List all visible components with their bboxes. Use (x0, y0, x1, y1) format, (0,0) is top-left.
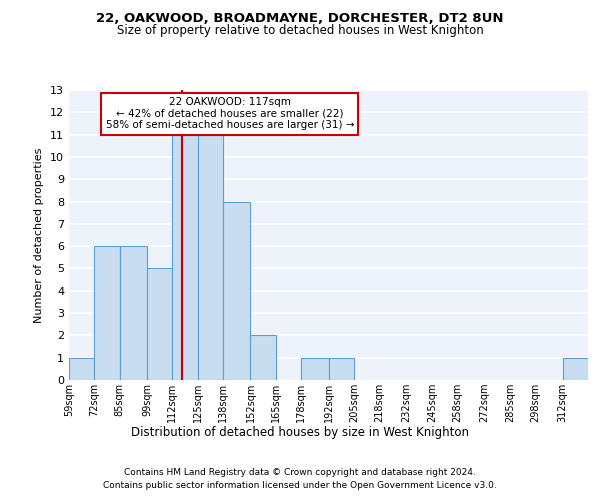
Text: 22 OAKWOOD: 117sqm
← 42% of detached houses are smaller (22)
58% of semi-detache: 22 OAKWOOD: 117sqm ← 42% of detached hou… (106, 97, 354, 130)
Y-axis label: Number of detached properties: Number of detached properties (34, 148, 44, 322)
Text: Size of property relative to detached houses in West Knighton: Size of property relative to detached ho… (116, 24, 484, 37)
Bar (329, 358, 354, 380)
Bar (301, 358, 329, 380)
Bar (563, 358, 588, 380)
Text: Contains HM Land Registry data © Crown copyright and database right 2024.: Contains HM Land Registry data © Crown c… (124, 468, 476, 477)
Bar (172, 134, 198, 380)
Bar (223, 202, 250, 380)
Text: 22, OAKWOOD, BROADMAYNE, DORCHESTER, DT2 8UN: 22, OAKWOOD, BROADMAYNE, DORCHESTER, DT2… (96, 12, 504, 26)
Bar (250, 336, 276, 380)
Bar (94, 246, 120, 380)
Bar (147, 268, 172, 380)
Bar (69, 358, 94, 380)
Bar (198, 134, 223, 380)
Text: Distribution of detached houses by size in West Knighton: Distribution of detached houses by size … (131, 426, 469, 439)
Bar (120, 246, 147, 380)
Text: Contains public sector information licensed under the Open Government Licence v3: Contains public sector information licen… (103, 480, 497, 490)
